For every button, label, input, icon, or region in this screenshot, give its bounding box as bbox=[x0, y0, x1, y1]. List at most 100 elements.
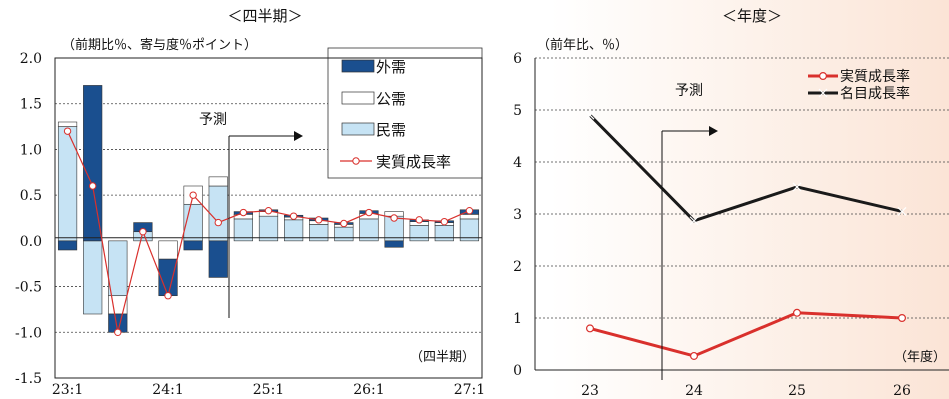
quarterly-growth-point bbox=[315, 216, 323, 224]
real-growth-point bbox=[792, 308, 801, 317]
fiscal-year-gridlines bbox=[535, 57, 949, 319]
fiscal-year-y-tick-label: 2 bbox=[513, 259, 522, 275]
fiscal-year-forecast-arrow-head bbox=[709, 126, 718, 136]
quarterly-forecast-marker: 予測 bbox=[199, 112, 303, 318]
external-demand-bar bbox=[158, 258, 178, 297]
private-demand-bar bbox=[57, 126, 78, 242]
nominal-growth-line bbox=[588, 114, 903, 223]
quarterly-y-tick-label: 1.5 bbox=[20, 97, 42, 113]
private-demand-bar bbox=[309, 224, 329, 242]
public-demand-bar bbox=[208, 176, 228, 187]
external-demand-bar bbox=[83, 85, 103, 242]
legend-swatch-real-marker bbox=[818, 71, 827, 80]
fiscal-year-y-tick-label: 5 bbox=[513, 103, 522, 119]
quarterly-forecast-label: 予測 bbox=[199, 112, 227, 128]
quarterly-unit-label: （前期比％、寄与度％ポイント） bbox=[62, 37, 257, 53]
quarterly-growth-point bbox=[340, 219, 348, 228]
public-demand-bar bbox=[158, 240, 178, 260]
fiscal-year-unit-label: （前年比、％） bbox=[537, 37, 628, 53]
real-growth-line bbox=[589, 311, 903, 358]
quarterly-title: ＜四半期＞ bbox=[227, 7, 302, 25]
public-demand-bar bbox=[57, 121, 78, 127]
quarterly-growth-point bbox=[164, 292, 172, 300]
quarterly-gridlines bbox=[55, 103, 482, 333]
private-demand-bar bbox=[334, 226, 354, 242]
fiscal-year-y-tick-label: 4 bbox=[513, 155, 522, 171]
quarterly-x-tick-label: 25:1 bbox=[253, 382, 284, 398]
fiscal-year-x-tick-labels: 23 24 25 26 bbox=[581, 383, 911, 399]
quarterly-forecast-arrow-head bbox=[294, 131, 303, 141]
fiscal-year-forecast-marker: 予測 bbox=[661, 83, 718, 380]
fiscal-year-legend-label: 実質成長率 bbox=[840, 68, 910, 85]
quarterly-growth-point bbox=[390, 214, 398, 222]
external-demand-bar bbox=[208, 240, 228, 278]
quarterly-legend-label: 公需 bbox=[376, 90, 406, 108]
quarterly-plot-frame bbox=[54, 57, 483, 379]
quarterly-growth-point bbox=[88, 182, 97, 190]
fiscal-year-y-tick-label: 0 bbox=[513, 363, 522, 379]
nominal-growth-point bbox=[897, 206, 907, 216]
quarterly-growth-line bbox=[63, 127, 474, 336]
quarterly-growth-point bbox=[114, 328, 122, 336]
quarterly-y-tick-label: -1.5 bbox=[15, 371, 42, 387]
external-demand-bar bbox=[384, 240, 404, 248]
quarterly-y-tick-label: 1.0 bbox=[20, 142, 42, 158]
fiscal-year-x-tick-label: 25 bbox=[788, 383, 806, 399]
legend-swatch-public bbox=[341, 91, 375, 105]
quarterly-y-tick-label: 2.0 bbox=[20, 51, 42, 67]
fiscal-year-title: ＜年度＞ bbox=[722, 7, 782, 25]
quarterly-growth-point bbox=[214, 218, 222, 227]
quarterly-growth-point bbox=[465, 206, 474, 215]
public-demand-bar bbox=[459, 214, 480, 220]
external-demand-bar bbox=[183, 240, 203, 251]
real-growth-point bbox=[689, 351, 698, 360]
quarterly-growth-point bbox=[289, 212, 298, 220]
fiscal-year-x-tick-label: 24 bbox=[685, 383, 703, 399]
quarterly-growth-point bbox=[63, 127, 72, 135]
fiscal-year-forecast-label: 予測 bbox=[675, 83, 703, 99]
quarterly-y-tick-label: -1.0 bbox=[15, 325, 42, 341]
nominal-growth-point bbox=[689, 216, 699, 226]
external-demand-bar bbox=[57, 240, 78, 251]
quarterly-growth-point bbox=[239, 208, 248, 217]
private-demand-bar bbox=[83, 240, 103, 315]
quarterly-x-tick-label: 26:1 bbox=[353, 382, 384, 398]
private-demand-bar bbox=[208, 185, 228, 242]
quarterly-growth-point bbox=[264, 206, 273, 215]
nominal-growth-point bbox=[585, 110, 595, 120]
quarterly-legend-label: 民需 bbox=[376, 121, 406, 139]
nominal-growth-point bbox=[792, 182, 802, 192]
legend-swatch-growth-marker bbox=[352, 157, 360, 165]
quarterly-legend-label: 実質成長率 bbox=[376, 153, 451, 171]
legend-swatch-private bbox=[341, 122, 375, 136]
fiscal-year-x-tick-label: 26 bbox=[893, 383, 911, 399]
quarterly-y-tick-labels: 2.0 1.5 1.0 0.5 0.0 -0.5 -1.0 -1.5 bbox=[15, 51, 42, 387]
quarterly-x-tick-label: 27:1 bbox=[454, 382, 485, 398]
real-growth-point bbox=[585, 324, 594, 333]
fiscal-year-x-unit: （年度） bbox=[894, 349, 946, 365]
fiscal-year-x-tick-label: 23 bbox=[581, 383, 599, 399]
quarterly-legend-label: 外需 bbox=[376, 58, 406, 76]
quarterly-chart: ＜四半期＞ （前期比％、寄与度％ポイント） 2.0 1.5 1.0 0.5 0.0 -0.… bbox=[15, 7, 485, 398]
quarterly-y-tick-label: 0.0 bbox=[20, 234, 42, 250]
private-demand-bar bbox=[258, 215, 279, 242]
quarterly-growth-point bbox=[365, 208, 373, 217]
fiscal-year-legend-label: 名目成長率 bbox=[840, 85, 910, 102]
quarterly-y-tick-label: 0.5 bbox=[20, 188, 42, 204]
fiscal-year-y-tick-label: 3 bbox=[513, 207, 522, 223]
quarterly-growth-point bbox=[440, 217, 449, 226]
quarterly-x-tick-label: 24:1 bbox=[152, 382, 183, 398]
private-demand-bar bbox=[409, 225, 429, 242]
quarterly-growth-point bbox=[415, 216, 423, 224]
quarterly-y-tick-label: -0.5 bbox=[15, 280, 42, 296]
fiscal-year-y-tick-label: 1 bbox=[513, 311, 522, 327]
legend-swatch-external bbox=[341, 59, 375, 73]
private-demand-bar bbox=[108, 240, 128, 297]
quarterly-growth-point bbox=[139, 228, 147, 236]
quarterly-growth-point bbox=[189, 191, 197, 199]
quarterly-x-unit: （四半期） bbox=[410, 350, 475, 365]
real-growth-point bbox=[897, 314, 906, 323]
